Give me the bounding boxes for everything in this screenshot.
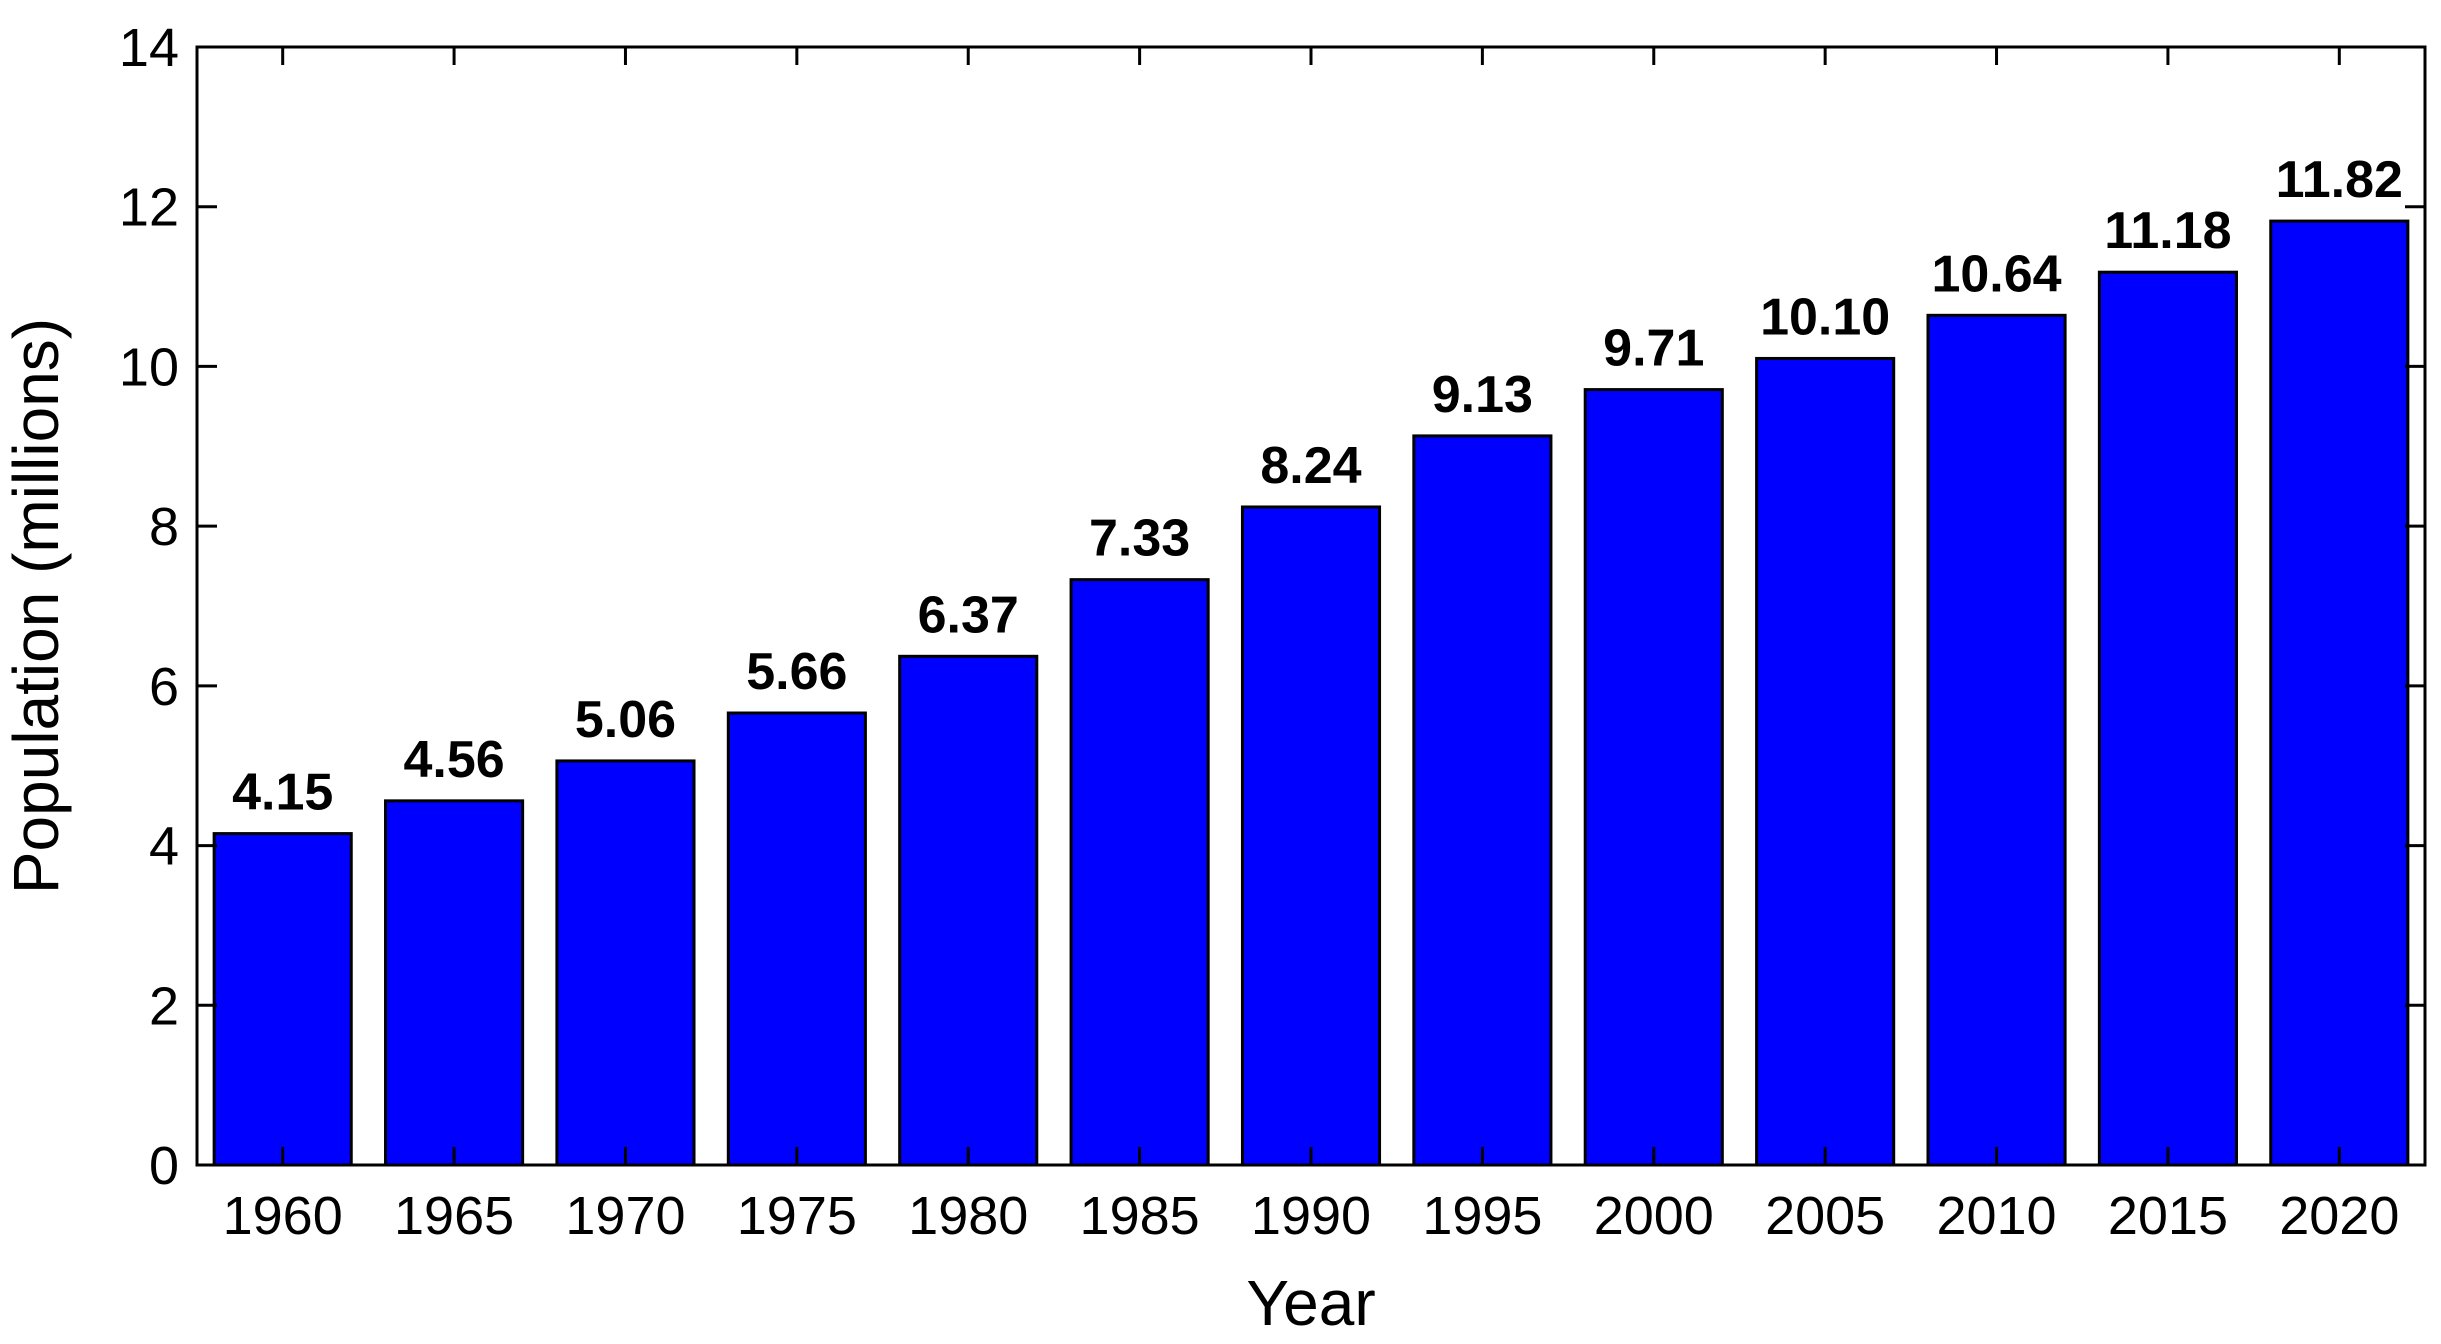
y-tick-label-6: 6 xyxy=(149,657,179,717)
y-tick-label-12: 12 xyxy=(119,178,179,238)
x-tick-label-2005: 2005 xyxy=(1765,1186,1885,1246)
bar-1975 xyxy=(726,711,867,1167)
data-label-2020: 11.82 xyxy=(2276,151,2403,209)
data-label-2015: 11.18 xyxy=(2104,202,2231,260)
x-tick-label-1960: 1960 xyxy=(223,1186,343,1246)
bar-1970 xyxy=(555,759,696,1167)
y-axis-title: Population (millions) xyxy=(0,318,72,894)
data-label-1985: 7.33 xyxy=(1089,510,1190,568)
bar-2005 xyxy=(1755,356,1896,1167)
bar-1965 xyxy=(384,799,525,1167)
bar-2010 xyxy=(1926,313,2067,1167)
data-label-1980: 6.37 xyxy=(918,586,1019,644)
bar-1960 xyxy=(212,832,353,1167)
bar-1985 xyxy=(1069,578,1210,1167)
plot-area-frame xyxy=(195,45,2427,1167)
x-tick-label-2010: 2010 xyxy=(1936,1186,2056,1246)
data-label-2005: 10.10 xyxy=(1760,288,1890,346)
ticks-layer xyxy=(197,45,2425,1167)
x-axis-title: Year xyxy=(1246,1267,1375,1339)
x-tick-label-1970: 1970 xyxy=(565,1186,685,1246)
y-tick-label-14: 14 xyxy=(119,18,179,78)
bars-layer xyxy=(212,219,2410,1167)
y-tick-label-8: 8 xyxy=(149,497,179,557)
bar-2015 xyxy=(2097,270,2238,1167)
x-tick-label-2000: 2000 xyxy=(1594,1186,1714,1246)
data-label-1970: 5.06 xyxy=(575,691,676,749)
data-label-1960: 4.15 xyxy=(232,764,333,822)
y-tick-label-0: 0 xyxy=(149,1136,179,1196)
x-tick-label-2020: 2020 xyxy=(2279,1186,2399,1246)
y-tick-label-10: 10 xyxy=(119,337,179,397)
y-tick-label-2: 2 xyxy=(149,976,179,1036)
x-tick-label-2015: 2015 xyxy=(2108,1186,2228,1246)
data-label-1995: 9.13 xyxy=(1432,366,1533,424)
x-tick-label-1965: 1965 xyxy=(394,1186,514,1246)
data-label-1965: 4.56 xyxy=(403,731,504,789)
x-tick-label-1975: 1975 xyxy=(737,1186,857,1246)
data-label-1975: 5.66 xyxy=(746,643,847,701)
bar-2000 xyxy=(1583,388,1724,1167)
bar-1995 xyxy=(1412,434,1553,1167)
bar-1990 xyxy=(1240,505,1382,1167)
x-tick-label-1985: 1985 xyxy=(1080,1186,1200,1246)
labels-layer: 4.15 1960 4.56 1965 5.06 1970 5.66 1975 6.37 1980… xyxy=(119,18,2403,1246)
data-label-2000: 9.71 xyxy=(1603,320,1704,378)
x-tick-label-1980: 1980 xyxy=(908,1186,1028,1246)
data-label-1990: 8.24 xyxy=(1260,437,1361,495)
x-tick-label-1990: 1990 xyxy=(1251,1186,1371,1246)
bar-2020 xyxy=(2269,219,2410,1167)
data-label-2010: 10.64 xyxy=(1931,245,2061,303)
x-tick-label-1995: 1995 xyxy=(1422,1186,1542,1246)
bar-1980 xyxy=(898,654,1039,1167)
y-tick-label-4: 4 xyxy=(149,817,179,877)
